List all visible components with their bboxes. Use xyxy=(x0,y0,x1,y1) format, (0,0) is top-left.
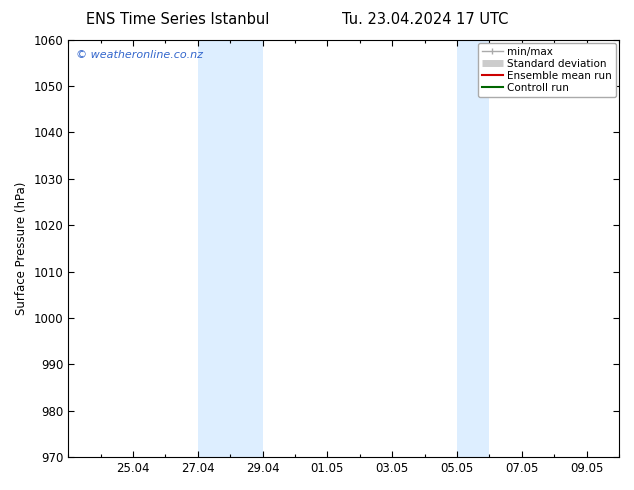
Text: ENS Time Series Istanbul: ENS Time Series Istanbul xyxy=(86,12,269,27)
Text: © weatheronline.co.nz: © weatheronline.co.nz xyxy=(77,50,204,60)
Bar xyxy=(198,40,262,457)
Text: Tu. 23.04.2024 17 UTC: Tu. 23.04.2024 17 UTC xyxy=(342,12,508,27)
Legend: min/max, Standard deviation, Ensemble mean run, Controll run: min/max, Standard deviation, Ensemble me… xyxy=(478,43,616,98)
Y-axis label: Surface Pressure (hPa): Surface Pressure (hPa) xyxy=(15,182,28,315)
Bar xyxy=(457,40,489,457)
